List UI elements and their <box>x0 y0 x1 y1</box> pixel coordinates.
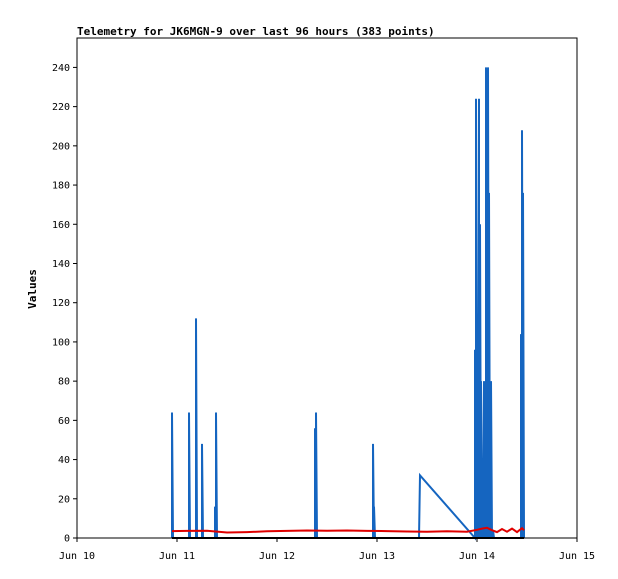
y-tick-label: 240 <box>52 63 70 74</box>
y-tick-label: 220 <box>52 102 70 113</box>
y-tick-label: 0 <box>64 534 70 545</box>
y-tick-label: 120 <box>52 298 70 309</box>
y-tick-label: 80 <box>58 377 70 388</box>
y-tick-label: 140 <box>52 259 70 270</box>
y-tick-label: 20 <box>58 494 70 505</box>
y-tick-label: 180 <box>52 181 70 192</box>
x-tick-label: Jun 13 <box>359 551 395 562</box>
y-axis: 0 20 40 60 80 100 120 140 160 180 200 220 240 <box>52 63 77 545</box>
plot-frame <box>76 37 578 539</box>
x-tick-label: Jun 10 <box>59 551 95 562</box>
y-axis-label: Values <box>26 269 39 309</box>
x-tick-label: Jun 15 <box>559 551 595 562</box>
x-axis: Jun 10 Jun 11 Jun 12 Jun 13 Jun 14 Jun 15 <box>59 538 595 562</box>
x-tick-label: Jun 12 <box>259 551 295 562</box>
y-tick-label: 160 <box>52 220 70 231</box>
x-tick-label: Jun 11 <box>159 551 195 562</box>
y-tick-label: 200 <box>52 141 70 152</box>
chart-title: Telemetry for JK6MGN-9 over last 96 hour… <box>77 25 435 38</box>
series-line-2 <box>171 526 525 534</box>
y-tick-label: 100 <box>52 337 70 348</box>
y-tick-label: 40 <box>58 455 70 466</box>
y-tick-label: 60 <box>58 416 70 427</box>
x-tick-label: Jun 14 <box>459 551 495 562</box>
